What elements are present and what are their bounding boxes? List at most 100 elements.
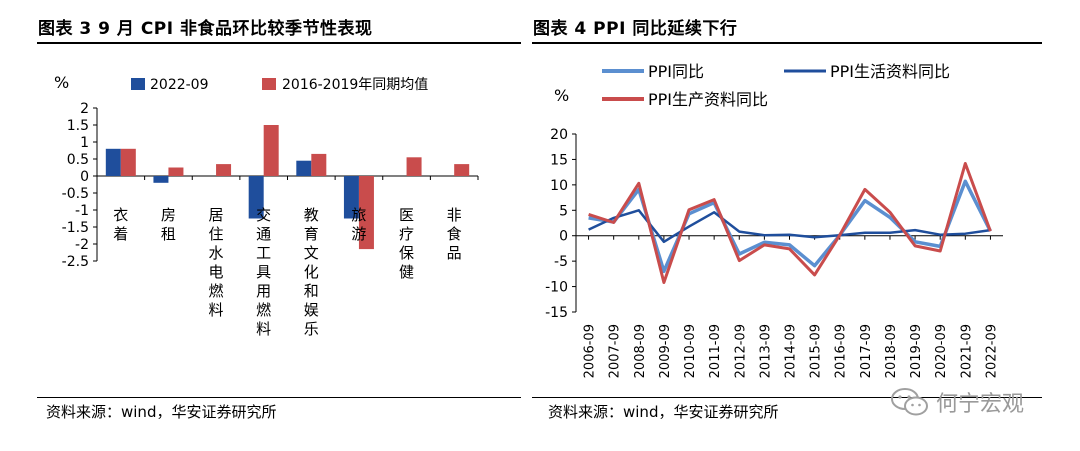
bar-y-tick-label: 2 [80,101,89,117]
line-y-tick-label: -10 [545,280,568,296]
line-x-tick-label: 2016-09 [834,324,849,378]
bar-category-label-char: 水 [209,244,224,262]
wechat-icon [890,386,930,418]
bar-chart-unit-label: % [54,73,69,92]
bar-category-label-char: 旅 [351,206,366,224]
line-x-tick-label: 2019-09 [909,324,924,378]
right-chart-title: 图表 4 PPI 同比延续下行 [533,19,738,39]
bar-category-label: 非食品 [447,206,462,262]
right-source-rule [532,397,1042,398]
line-chart-axes: % 20 15 10 5 0 -5 -10 -15 2006-09 2007-09 2008-09 20… [545,86,1003,378]
bar-category-label-char: 电 [209,263,224,281]
bar-category-label-char: 交 [256,206,271,224]
line-y-tick-label: 5 [559,203,568,219]
bar-category-label: 房租 [161,206,176,243]
watermark-text: 何宁宏观 [936,392,1025,417]
left-source: 资料来源：wind，华安证券研究所 [46,403,277,421]
legend-label-ppi-producer: PPI生产资料同比 [648,90,768,109]
bar-y-tick-label: -1 [75,203,89,219]
bar-category-label-char: 衣 [113,206,128,224]
line-x-tick-label: 2012-09 [733,324,748,378]
legend-label-ppi-yoy: PPI同比 [648,62,704,81]
bar-y-tick-label: 0.5 [67,152,89,168]
bar-category-label-char: 居 [209,206,224,224]
bar-category-label-char: 非 [447,206,462,224]
bar-2022-09 [248,176,264,219]
bar-category-label-char: 品 [447,244,462,262]
line-x-tick-label: 2018-09 [884,324,899,378]
line-x-tick-label: 2022-09 [984,324,999,378]
bar-category-label-char: 租 [161,225,176,243]
bar-category-label-char: 具 [256,263,271,281]
line-x-tick-label: 2011-09 [708,324,723,378]
bar-category-label-char: 化 [304,263,319,281]
line-y-tick-label: 0 [559,229,568,245]
right-source: 资料来源：wind，华安证券研究所 [548,403,779,421]
left-title-rule [37,42,521,44]
line-chart: % 20 15 10 5 0 -5 -10 -15 2006-09 2007-09 2008-09 20… [545,62,1003,378]
bar-category-label-char: 健 [399,263,414,281]
bar-2016-2019-avg [406,157,422,176]
bar-category-label-char: 料 [256,320,271,338]
bar-chart-bars [105,125,470,250]
legend-swatch-2022-09 [131,78,145,90]
bar-2016-2019-avg [168,167,184,176]
bar-2016-2019-avg [311,153,327,176]
bar-y-tick-label: -1.5 [62,220,89,236]
bar-y-tick-label: -0.5 [62,186,89,202]
bar-2016-2019-avg [216,164,232,176]
line-y-tick-label: 15 [550,152,568,168]
bar-category-label-char: 和 [304,282,319,300]
bar-category-label: 旅游 [351,206,366,243]
legend-label-ppi-consumer: PPI生活资料同比 [830,62,950,81]
bar-category-label-char: 燃 [209,282,224,300]
bar-category-label-char: 料 [209,301,224,319]
bar-category-label-char: 文 [304,244,319,262]
line-chart-unit-label: % [554,86,569,105]
bar-category-label-char: 燃 [256,301,271,319]
bar-y-tick-label: 1.5 [67,118,89,134]
right-title-rule [532,42,1042,44]
bar-chart-legend: 2022-09 2016-2019年同期均值 [131,77,428,93]
line-ppi-producer-goods [588,162,992,284]
line-x-tick-label: 2013-09 [758,324,773,378]
line-x-tick-label: 2008-09 [633,324,648,378]
line-x-tick-label: 2014-09 [784,324,799,378]
bar-2016-2019-avg [263,125,279,176]
line-y-tick-label: 20 [550,127,568,143]
line-chart-legend: PPI同比 PPI生活资料同比 PPI生产资料同比 [602,62,950,109]
bar-category-label-char: 乐 [304,320,319,338]
line-x-tick-label: 2009-09 [658,324,673,378]
bar-category-label-char: 医 [399,206,414,224]
left-chart-title: 图表 3 9 月 CPI 非食品环比较季节性表现 [38,19,373,39]
bar-2022-09 [343,176,359,219]
line-x-tick-label: 2015-09 [809,324,824,378]
bar-category-label-char: 娱 [304,301,319,319]
bar-2016-2019-avg [120,148,136,176]
bar-y-tick-label: -2.5 [62,254,89,270]
bar-chart: %21.510.50-0.5-1-1.5-2-2.5 衣着房租居住水电燃料交通工… [54,73,479,338]
legend-label-2022-09: 2022-09 [150,77,209,93]
bar-category-label-char: 住 [209,225,224,243]
legend-swatch-2016-2019 [262,78,276,90]
bar-category-label-char: 疗 [399,225,414,243]
watermark: 何宁宏观 [890,386,1024,418]
line-chart-series [588,162,992,284]
bar-category-label-char: 游 [351,225,366,243]
line-x-tick-label: 2007-09 [608,324,623,378]
bar-category-label-char: 工 [256,244,271,262]
bar-2016-2019-avg [358,176,374,250]
line-x-tick-label: 2021-09 [959,324,974,378]
line-y-tick-label: 10 [550,178,568,194]
bar-category-label-char: 着 [113,225,128,243]
bar-category-label-char: 房 [161,206,176,224]
bar-chart-axes: % 21.510.50-0.5-1-1.5-2-2.5 [54,73,479,270]
bar-category-label-char: 通 [256,225,271,243]
line-x-tick-label: 2020-09 [934,324,949,378]
line-y-tick-label: -15 [545,305,568,321]
